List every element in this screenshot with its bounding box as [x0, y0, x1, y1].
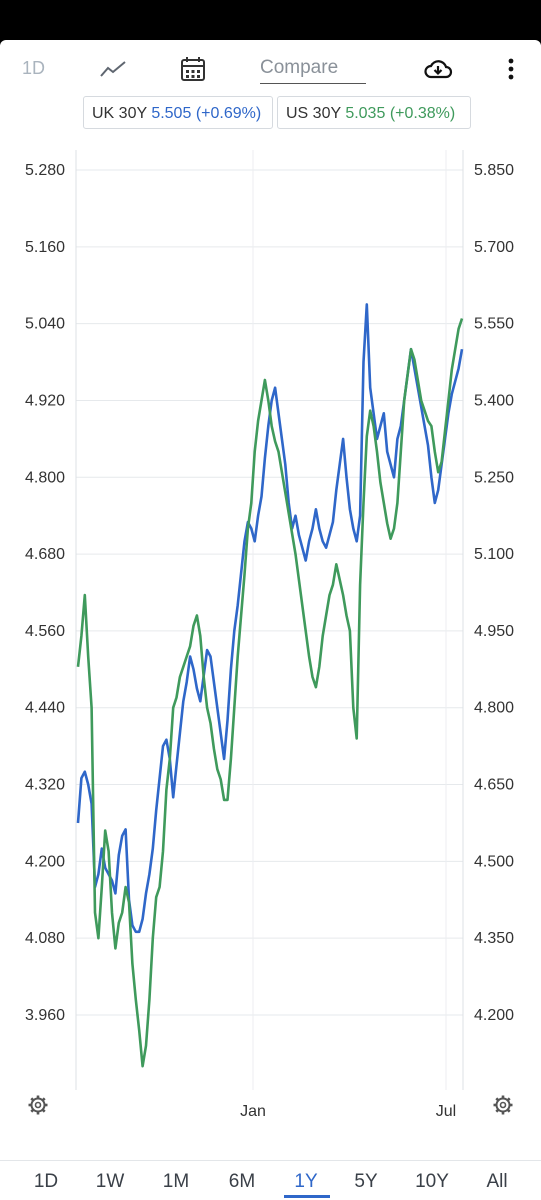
calendar-icon[interactable] — [178, 54, 208, 84]
right-tick-label: 5.100 — [474, 546, 514, 563]
left-tick-label: 4.440 — [25, 700, 65, 717]
yield-chart[interactable]: 5.280 5.160 5.040 4.920 4.800 4.680 4.560 4.440… — [0, 40, 541, 1160]
cloud-download-icon[interactable] — [423, 54, 453, 84]
x-tick-label: Jan — [240, 1103, 266, 1120]
line-chart-icon[interactable] — [98, 54, 128, 84]
right-tick-label: 4.950 — [474, 623, 514, 640]
right-tick-label: 4.650 — [474, 777, 514, 794]
active-tab-indicator — [284, 1195, 330, 1198]
left-tick-label: 5.280 — [25, 162, 65, 179]
right-tick-label: 4.200 — [474, 1007, 514, 1024]
tab-10y[interactable]: 10Y — [415, 1171, 449, 1192]
right-tick-label: 4.500 — [474, 853, 514, 870]
status-bar — [0, 0, 541, 40]
chart-toolbar: 1D Compare — [0, 40, 541, 96]
compare-input[interactable]: Compare — [260, 57, 366, 84]
x-tick-label: Jul — [436, 1103, 456, 1120]
right-tick-label: 5.850 — [474, 162, 514, 179]
left-tick-label: 4.920 — [25, 392, 65, 409]
left-tick-label: 4.680 — [25, 546, 65, 563]
left-tick-label: 5.160 — [25, 239, 65, 256]
right-tick-label: 4.350 — [474, 930, 514, 947]
legend-uk-30y[interactable]: UK 30Y 5.505 (+0.69%) — [83, 96, 273, 129]
tab-1y[interactable]: 1Y — [294, 1171, 318, 1192]
right-tick-label: 5.550 — [474, 316, 514, 333]
left-tick-label: 5.040 — [25, 316, 65, 333]
series-line-us-30y — [76, 318, 464, 1068]
left-tick-label: 3.960 — [25, 1007, 65, 1024]
right-tick-label: 5.250 — [474, 469, 514, 486]
right-tick-label: 4.800 — [474, 700, 514, 717]
right-tick-label: 5.400 — [474, 392, 514, 409]
right-tick-label: 5.700 — [474, 239, 514, 256]
tab-5y[interactable]: 5Y — [354, 1171, 378, 1192]
left-tick-label: 4.800 — [25, 469, 65, 486]
left-tick-label: 4.200 — [25, 853, 65, 870]
legend-uk-value: 5.505 — [151, 105, 192, 122]
tab-1w[interactable]: 1W — [95, 1171, 125, 1192]
left-axis-settings-gear-icon[interactable] — [28, 1095, 48, 1115]
legend-us-change: (+0.38%) — [389, 105, 456, 122]
tab-all[interactable]: All — [486, 1171, 508, 1192]
right-axis-settings-gear-icon[interactable] — [493, 1095, 513, 1115]
app-window: 1D Compare UK 30Y — [0, 40, 541, 1200]
legend-us-name: US 30Y — [286, 105, 341, 122]
legend-us-30y[interactable]: US 30Y 5.035 (+0.38%) — [277, 96, 471, 129]
tab-1m[interactable]: 1M — [162, 1171, 190, 1192]
tab-1d[interactable]: 1D — [33, 1171, 59, 1192]
left-tick-label: 4.560 — [25, 623, 65, 640]
timeframe-tabs: 1D 1W 1M 6M 1Y 5Y 10Y All — [0, 1160, 541, 1200]
legend-us-value: 5.035 — [345, 105, 386, 122]
legend-uk-name: UK 30Y — [92, 105, 147, 122]
legend-uk-change: (+0.69%) — [195, 105, 262, 122]
more-vert-icon[interactable] — [496, 54, 526, 84]
left-tick-label: 4.080 — [25, 930, 65, 947]
range-button[interactable]: 1D — [22, 58, 46, 78]
tab-6m[interactable]: 6M — [228, 1171, 256, 1192]
left-tick-label: 4.320 — [25, 777, 65, 794]
